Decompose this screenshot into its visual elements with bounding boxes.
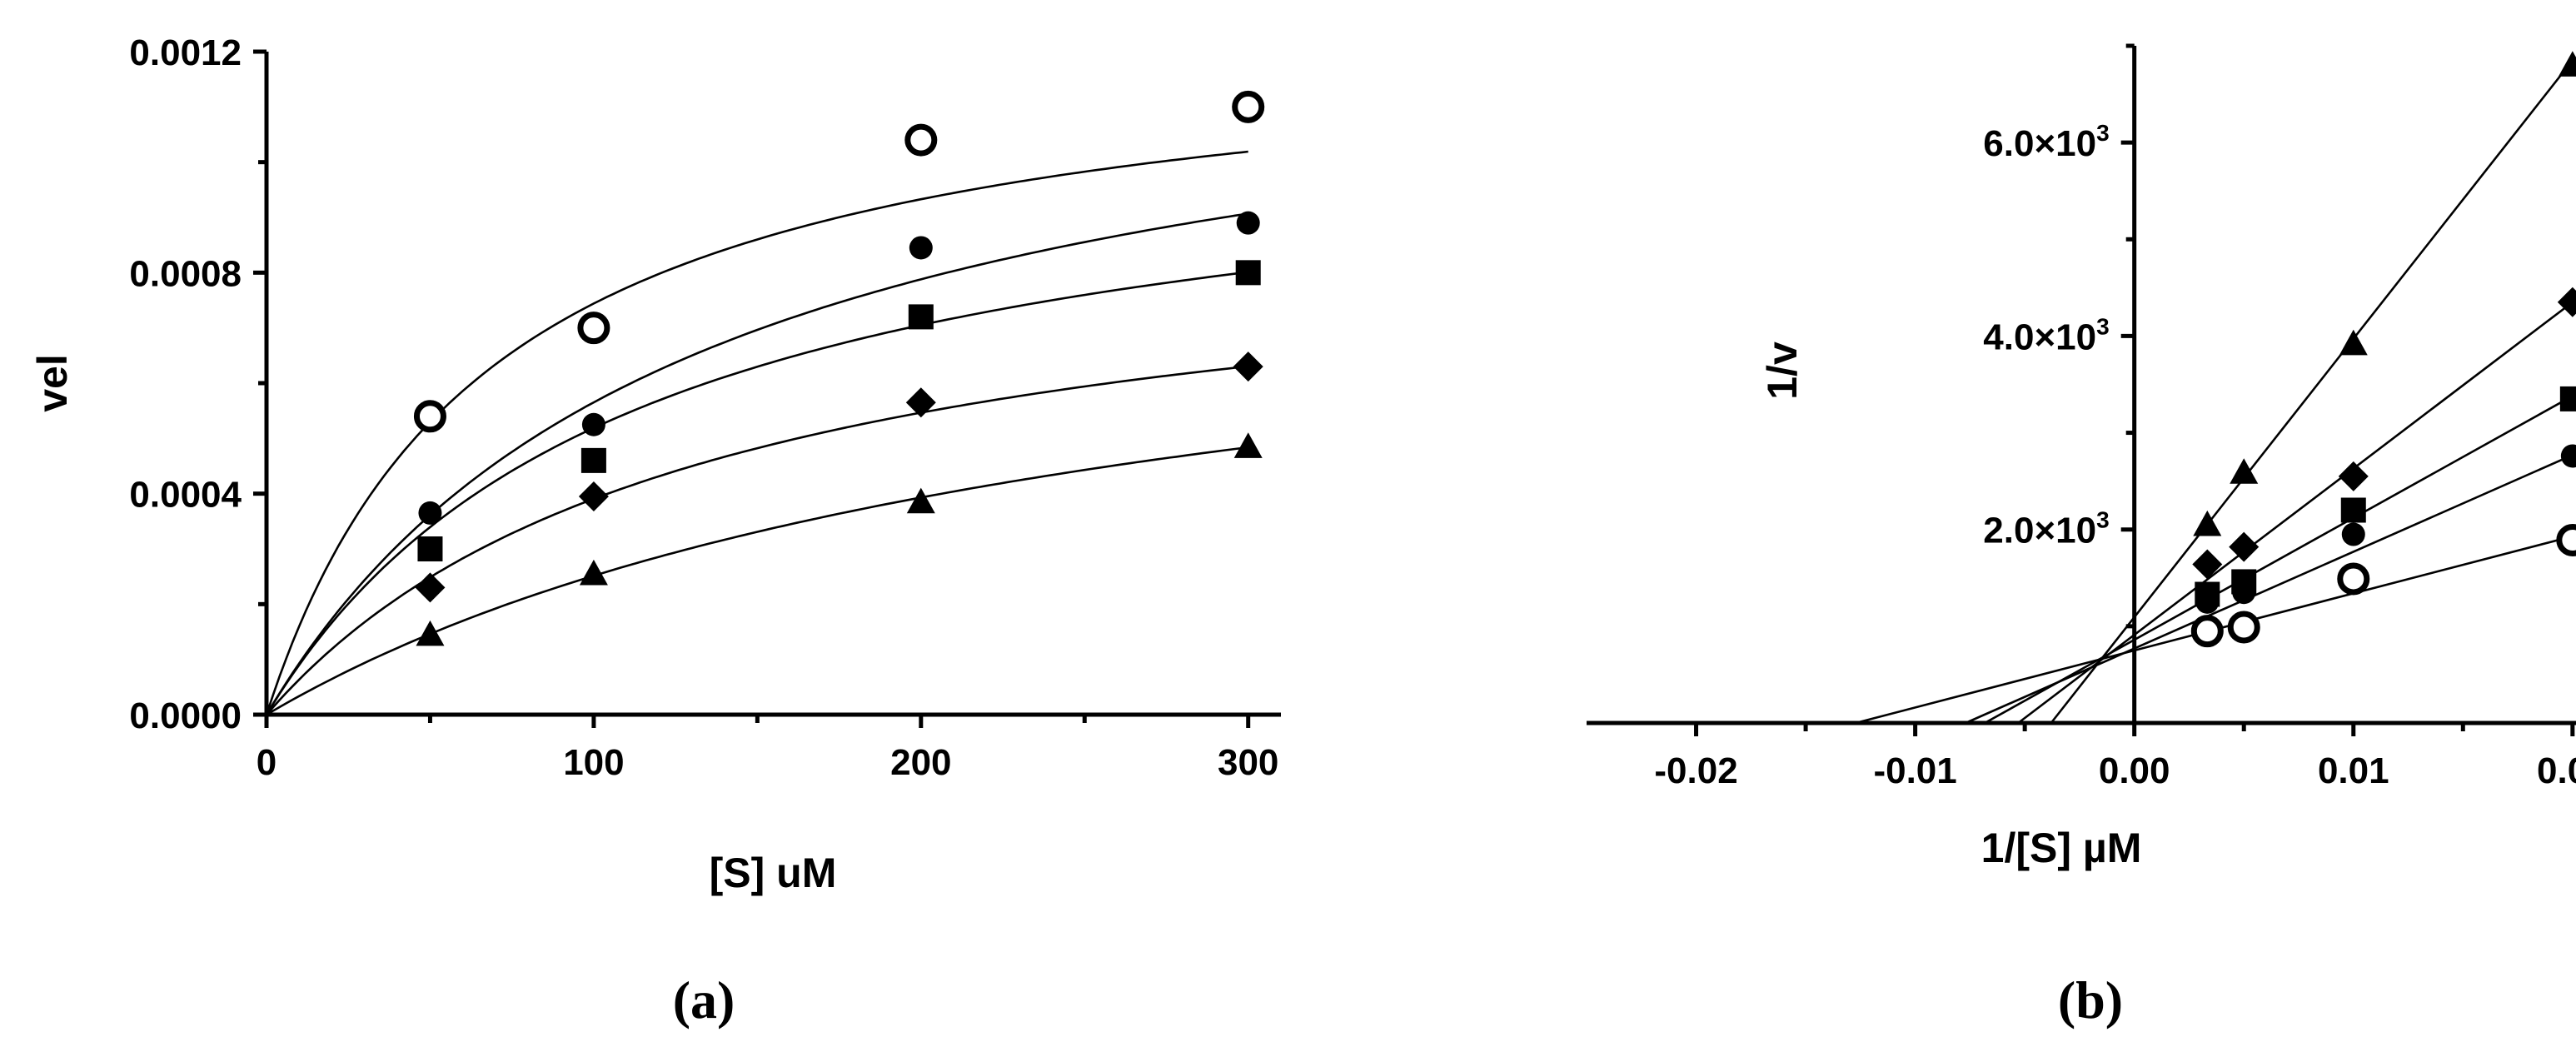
panel-b-fit-line-4 bbox=[2017, 301, 2574, 725]
panel-a-point-circle bbox=[909, 236, 933, 260]
panel-a-fit-curve-2 bbox=[265, 212, 1248, 715]
panel-b-point-circle-open bbox=[2190, 615, 2224, 648]
panel-b-point-square bbox=[2231, 569, 2257, 595]
panel-a-point-diamond bbox=[415, 572, 446, 603]
panel-b-point-square bbox=[2195, 581, 2220, 607]
panel-a-point-circle-open bbox=[577, 312, 610, 345]
panel-b: -0.02 -0.01 0.00 0.01 0.02 2.0×103 4.0×103 6.0×… bbox=[1587, 43, 2576, 1030]
panel-a-point-diamond bbox=[905, 387, 936, 418]
panel-a-point-circle-open bbox=[413, 400, 446, 433]
panel-b-point-circle bbox=[2560, 444, 2576, 468]
panel-b-point-diamond bbox=[2229, 531, 2260, 562]
panel-a-point-circle-open bbox=[904, 123, 938, 157]
panel-b-axes bbox=[1587, 46, 2576, 725]
panel-b-point-triangle bbox=[2558, 51, 2576, 77]
panel-a-fit-curve-1 bbox=[265, 150, 1248, 715]
panel-b-point-circle bbox=[2341, 522, 2365, 546]
panel-b-point-triangle bbox=[2230, 458, 2259, 484]
panel-b-fit-line-5 bbox=[2050, 59, 2574, 724]
panel-a-point-triangle bbox=[416, 620, 445, 646]
panel-a-point-triangle bbox=[906, 487, 935, 514]
panel-a-point-square bbox=[1235, 260, 1261, 286]
panel-b-point-square bbox=[2559, 386, 2576, 411]
panel-b-y-tick-label: 4.0×103 bbox=[1983, 313, 2109, 357]
panel-b-fit-line-3 bbox=[1985, 395, 2574, 724]
panel-a-x-axis-title: [S] uM bbox=[710, 850, 837, 896]
panel-a-point-triangle bbox=[1233, 432, 1263, 458]
panel-a-x-tick-label: 300 bbox=[1218, 742, 1278, 783]
panel-a-data-points bbox=[413, 90, 1265, 646]
panel-b-x-tick-label: 0.01 bbox=[2318, 750, 2389, 791]
panel-a-point-circle-open bbox=[1232, 90, 1265, 123]
panel-a-point-square bbox=[908, 304, 934, 330]
panel-a-label: (a) bbox=[673, 970, 735, 1030]
panel-b-data-points bbox=[2190, 51, 2576, 648]
panel-a-fit-curve-3 bbox=[265, 271, 1248, 715]
panel-a-point-square bbox=[580, 447, 606, 473]
panel-a-fit-curves bbox=[265, 150, 1248, 716]
panel-b-point-diamond bbox=[2192, 549, 2223, 580]
panel-a-x-tick-label: 0 bbox=[257, 742, 277, 783]
panel-b-x-tick-label: 0.00 bbox=[2099, 750, 2170, 791]
panel-a: 0 100 200 300 0.0000 0.0004 0.0008 0.0012 [S] u… bbox=[29, 32, 1281, 1030]
panel-b-x-axis-title: 1/[S] µM bbox=[1981, 825, 2142, 871]
panel-a-x-tick-label: 200 bbox=[890, 742, 951, 783]
panel-a-point-square bbox=[417, 536, 443, 561]
panel-b-ticks: -0.02 -0.01 0.00 0.01 0.02 2.0×103 4.0×103 6.0×… bbox=[1654, 43, 2576, 791]
panel-a-y-tick-label: 0.0004 bbox=[129, 475, 242, 516]
panel-a-point-diamond bbox=[1233, 351, 1263, 382]
panel-b-point-square bbox=[2340, 497, 2366, 523]
panel-a-y-tick-label: 0.0000 bbox=[129, 695, 242, 736]
panel-b-y-axis-title: 1/v bbox=[1759, 342, 1806, 400]
panel-b-fit-lines bbox=[1856, 59, 2574, 725]
panel-a-y-axis-title: vel bbox=[29, 354, 76, 412]
panel-b-x-tick-label: 0.02 bbox=[2537, 750, 2576, 791]
panel-b-point-diamond bbox=[2338, 461, 2369, 491]
panel-b-point-triangle bbox=[2339, 329, 2368, 356]
panel-a-point-circle bbox=[418, 501, 442, 525]
panel-b-point-circle-open bbox=[2337, 562, 2370, 596]
panel-a-y-tick-label: 0.0012 bbox=[129, 32, 242, 73]
panel-b-y-tick-label: 2.0×103 bbox=[1983, 507, 2109, 551]
panel-a-axes bbox=[264, 52, 1281, 717]
panel-a-point-diamond bbox=[578, 481, 609, 511]
panel-a-point-circle bbox=[581, 412, 605, 436]
panel-a-y-tick-label: 0.0008 bbox=[129, 253, 242, 294]
panel-a-fit-curve-5 bbox=[266, 446, 1248, 716]
panel-b-point-circle-open bbox=[2227, 611, 2260, 644]
panel-b-x-tick-label: -0.01 bbox=[1873, 750, 1956, 791]
panel-b-point-circle-open bbox=[2556, 523, 2576, 556]
panel-a-ticks: 0 100 200 300 0.0000 0.0004 0.0008 0.0012 bbox=[129, 32, 1278, 783]
panel-b-point-triangle bbox=[2193, 510, 2222, 536]
panel-a-point-circle bbox=[1236, 211, 1260, 235]
panel-a-point-triangle bbox=[579, 559, 608, 586]
panel-b-y-tick-label: 6.0×103 bbox=[1983, 120, 2109, 164]
panel-b-point-diamond bbox=[2557, 287, 2576, 317]
panel-a-x-tick-label: 100 bbox=[563, 742, 624, 783]
panel-b-label: (b) bbox=[2058, 970, 2123, 1030]
panel-b-x-tick-label: -0.02 bbox=[1654, 750, 1737, 791]
